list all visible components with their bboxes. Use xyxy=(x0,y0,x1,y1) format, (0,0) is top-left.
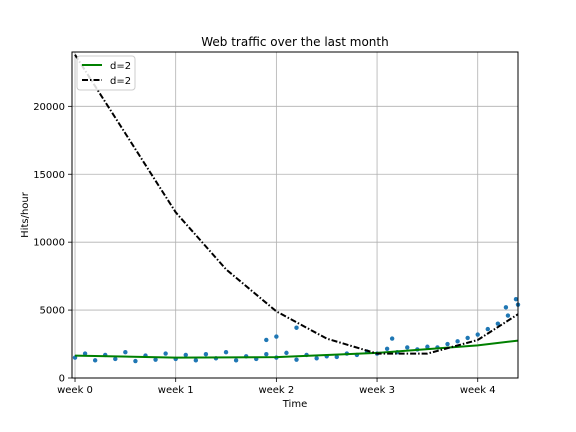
scatter-point xyxy=(475,332,480,337)
scatter-point xyxy=(284,350,289,356)
scatter-point xyxy=(223,349,229,355)
y-tick-label: 0 xyxy=(59,374,65,385)
scatter-point xyxy=(123,349,128,355)
legend: d=2 d=2 xyxy=(76,55,136,91)
y-tick-label: 15000 xyxy=(33,170,65,181)
scatter-point xyxy=(495,321,501,326)
scatter-point xyxy=(314,356,319,361)
scatter-point xyxy=(203,352,209,357)
scatter-point xyxy=(153,357,158,362)
scatter-point xyxy=(113,356,118,362)
scatter-point xyxy=(133,358,138,364)
y-tick-label: 5000 xyxy=(40,306,65,317)
x-tick-label: week 4 xyxy=(460,385,496,396)
legend-label-0: d=2 xyxy=(110,61,131,72)
fit-line-0 xyxy=(74,339,519,359)
scatter-point xyxy=(294,325,299,330)
scatter-point xyxy=(193,358,199,363)
y-axis-ticks: 0 5000 10000 15000 20000 xyxy=(33,102,72,385)
scatter-point xyxy=(389,336,395,341)
scatter-point xyxy=(334,354,339,360)
scatter-point xyxy=(264,337,269,343)
scatter-point xyxy=(455,339,460,344)
plot-frame xyxy=(71,51,519,379)
scatter-point xyxy=(92,358,98,363)
fit-line-1 xyxy=(74,54,519,355)
scatter-point xyxy=(233,358,239,363)
y-tick-label: 10000 xyxy=(33,238,65,249)
scatter-point xyxy=(445,341,450,347)
scatter-point xyxy=(513,297,519,302)
y-axis-label: Hits/hour xyxy=(20,191,31,238)
scatter-point xyxy=(425,344,430,349)
scatter-point xyxy=(82,351,88,356)
scatter-point xyxy=(264,352,269,357)
scatter-point xyxy=(503,305,509,310)
scatter-point xyxy=(384,346,390,351)
x-tick-label: week 0 xyxy=(57,385,93,396)
y-tick-label: 20000 xyxy=(33,102,65,113)
scatter-point xyxy=(465,335,470,341)
scatter-point xyxy=(505,313,511,318)
x-tick-label: week 1 xyxy=(158,385,194,396)
x-axis-ticks: week 0 week 1 week 2 week 3 week 4 xyxy=(57,378,496,396)
x-tick-label: week 2 xyxy=(258,385,294,396)
scatter-point xyxy=(163,351,168,356)
scatter-point xyxy=(274,334,279,339)
scatter-point xyxy=(485,326,490,332)
x-tick-label: week 3 xyxy=(359,385,395,396)
x-axis-label: Time xyxy=(282,399,307,410)
legend-label-1: d=2 xyxy=(110,76,131,87)
scatter-point xyxy=(183,352,188,358)
fit-lines xyxy=(74,54,519,359)
chart-title: Web traffic over the last month xyxy=(201,35,388,49)
scatter-point xyxy=(294,357,299,362)
scatter-point xyxy=(405,345,410,350)
